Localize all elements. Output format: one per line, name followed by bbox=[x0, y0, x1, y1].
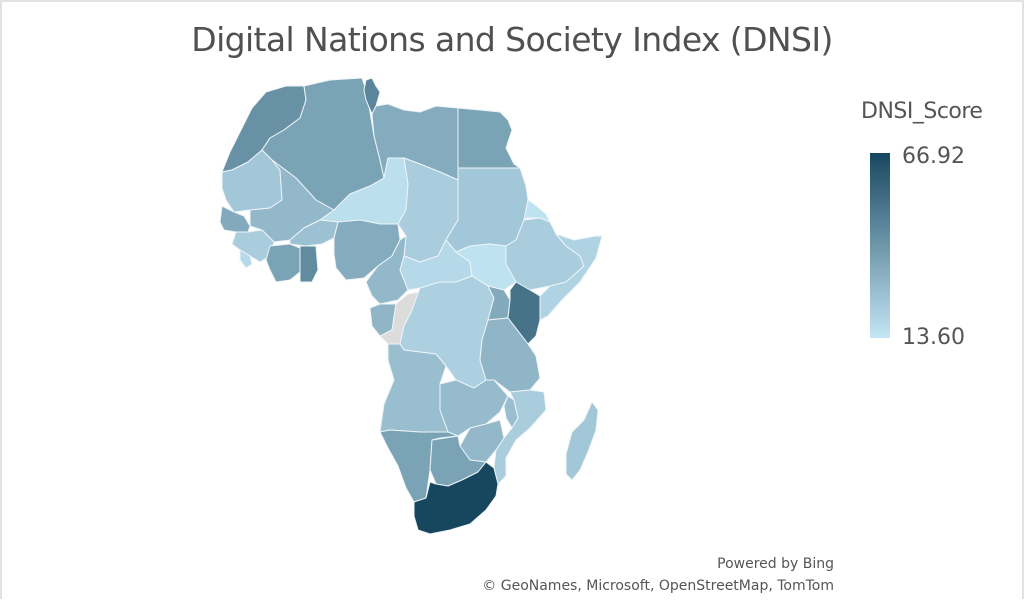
region-cote-divoire[interactable] bbox=[265, 243, 301, 283]
region-angola[interactable] bbox=[379, 343, 449, 433]
region-south-africa[interactable] bbox=[413, 461, 499, 535]
region-mozambique[interactable] bbox=[493, 389, 547, 485]
legend-max-label: 66.92 bbox=[902, 144, 965, 169]
powered-by-bing: Powered by Bing bbox=[717, 556, 834, 572]
map-title: Digital Nations and Society Index (DNSI) bbox=[191, 20, 833, 59]
region-madagascar[interactable] bbox=[565, 401, 599, 481]
legend-min-label: 13.60 bbox=[902, 325, 965, 350]
legend-color-scale bbox=[870, 153, 890, 338]
legend-gradient-bar bbox=[870, 153, 890, 338]
region-ghana[interactable] bbox=[299, 245, 319, 283]
region-cameroon[interactable] bbox=[365, 235, 409, 305]
region-somalia[interactable] bbox=[539, 233, 603, 321]
region-sudan[interactable] bbox=[445, 167, 529, 253]
region-sierra-leone[interactable] bbox=[239, 249, 253, 269]
region-kenya[interactable] bbox=[507, 281, 541, 345]
map-attribution[interactable]: © GeoNames, Microsoft, OpenStreetMap, To… bbox=[482, 578, 834, 594]
legend-title: DNSI_Score bbox=[861, 99, 983, 124]
region-guinea[interactable] bbox=[231, 229, 275, 263]
region-egypt[interactable] bbox=[457, 107, 521, 169]
